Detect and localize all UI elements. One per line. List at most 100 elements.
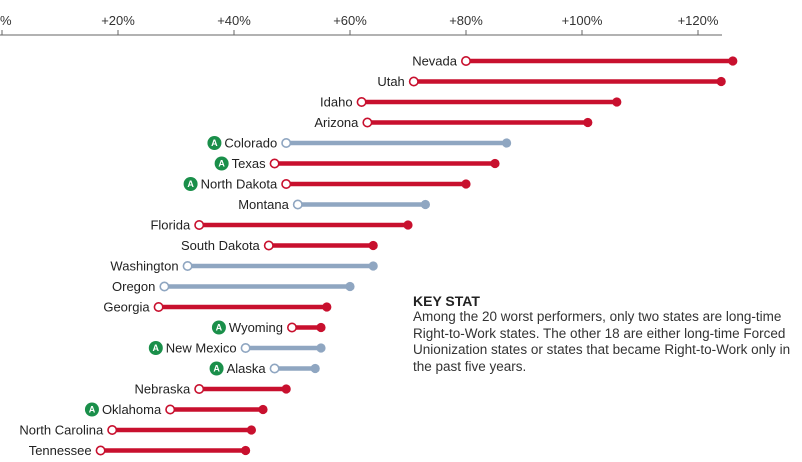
start-point: [194, 383, 205, 394]
end-point: [345, 281, 355, 292]
start-point: [269, 158, 280, 169]
rtw-badge-circle: [214, 156, 229, 171]
state-label: Alaska: [227, 361, 267, 376]
state-label: North Carolina: [19, 423, 104, 438]
start-point: [362, 117, 373, 128]
key-stat-box: KEY STAT Among the 20 worst performers, …: [413, 293, 798, 375]
start-point: [286, 322, 297, 333]
rtw-badge-icon: A: [211, 320, 226, 335]
start-point: [408, 76, 419, 87]
state-label: Nevada: [412, 54, 458, 69]
chart-row: Montana: [238, 197, 430, 212]
chart-row: Oklahoma A: [84, 402, 268, 417]
end-point: [281, 384, 291, 394]
rtw-badge-letter: A: [216, 323, 223, 333]
rtw-badge-letter: A: [211, 138, 218, 148]
rtw-badge-icon: A: [148, 341, 163, 355]
start-point: [460, 55, 471, 66]
start-point: [182, 260, 193, 271]
end-point: [368, 261, 378, 271]
x-tick-label: +120%: [678, 13, 719, 28]
chart-row: Alaska A: [209, 361, 320, 376]
state-label: Texas: [232, 156, 266, 171]
start-point: [159, 281, 170, 292]
rtw-badge-letter: A: [153, 343, 160, 353]
rtw-badge-icon: A: [214, 156, 229, 171]
rtw-badge-icon: A: [209, 361, 224, 376]
start-point: [281, 138, 292, 149]
end-point: [322, 302, 332, 312]
state-label: Oregon: [112, 279, 155, 294]
state-label: Washington: [110, 259, 178, 274]
start-point: [153, 301, 164, 312]
state-label: Florida: [150, 218, 191, 233]
end-point: [310, 363, 320, 374]
key-stat-body: Among the 20 worst performers, only two …: [413, 309, 791, 374]
chart-row: Nevada: [412, 54, 738, 69]
chart-row: Idaho: [320, 95, 622, 110]
rtw-badge-letter: A: [213, 364, 220, 374]
chart-row: Nebraska: [135, 382, 291, 397]
state-label: Utah: [377, 74, 404, 89]
chart-row: New Mexico A: [148, 341, 326, 356]
chart-row: Oregon: [112, 279, 355, 294]
chart-row: Georgia: [103, 300, 332, 315]
start-point: [107, 424, 118, 435]
end-point: [728, 56, 738, 66]
state-label: North Dakota: [201, 177, 278, 192]
start-point: [292, 199, 303, 210]
end-point: [502, 138, 512, 148]
state-label: Idaho: [320, 95, 353, 110]
x-tick-label: +60%: [333, 13, 367, 28]
start-point: [269, 363, 280, 374]
chart-row: Colorado A: [207, 136, 512, 151]
end-point: [241, 445, 251, 456]
end-point: [490, 158, 500, 169]
start-point: [240, 342, 251, 353]
end-point: [612, 97, 622, 107]
end-point: [583, 117, 593, 128]
rtw-badge-icon: A: [183, 177, 198, 191]
rtw-badge-icon: A: [207, 136, 222, 150]
state-label: Colorado: [224, 136, 277, 151]
chart-row: Utah: [377, 74, 726, 89]
rtw-badge-letter: A: [218, 159, 225, 169]
rtw-badge-circle: [148, 341, 163, 355]
end-point: [716, 76, 726, 87]
start-point: [281, 179, 292, 190]
chart-row: South Dakota: [181, 238, 378, 253]
chart-row: Wyoming A: [211, 320, 326, 335]
start-point: [356, 97, 367, 108]
rtw-badge-letter: A: [89, 405, 96, 415]
end-point: [368, 240, 378, 251]
rtw-badge-circle: [84, 402, 99, 417]
rtw-badge-circle: [183, 177, 198, 191]
x-tick-label: %: [0, 13, 12, 28]
end-point: [461, 179, 471, 189]
end-point: [403, 220, 413, 230]
x-tick-label: +40%: [217, 13, 251, 28]
state-label: Georgia: [103, 300, 150, 315]
chart-row: North Carolina: [19, 423, 256, 438]
state-label: New Mexico: [166, 341, 237, 356]
state-label: Montana: [238, 197, 289, 212]
rtw-badge-letter: A: [187, 179, 194, 189]
start-point: [165, 404, 176, 415]
chart-row: Washington: [110, 259, 378, 274]
x-tick-label: +100%: [562, 13, 603, 28]
chart-row: Arizona: [314, 115, 593, 130]
start-point: [263, 240, 274, 251]
chart-rows: Nevada Utah Idaho Arizona Colorado A Texas A Nor…: [19, 54, 738, 458]
rtw-badge-circle: [211, 320, 226, 335]
chart-row: Florida: [150, 218, 413, 233]
state-label: Wyoming: [229, 320, 283, 335]
state-label: Tennessee: [29, 443, 92, 458]
rtw-badge-circle: [207, 136, 222, 150]
state-label: Arizona: [314, 115, 359, 130]
chart-row: Texas A: [214, 156, 500, 171]
x-tick-label: +80%: [449, 13, 483, 28]
key-stat-title: KEY STAT: [413, 293, 480, 309]
end-point: [420, 199, 430, 210]
state-label: Oklahoma: [102, 402, 162, 417]
